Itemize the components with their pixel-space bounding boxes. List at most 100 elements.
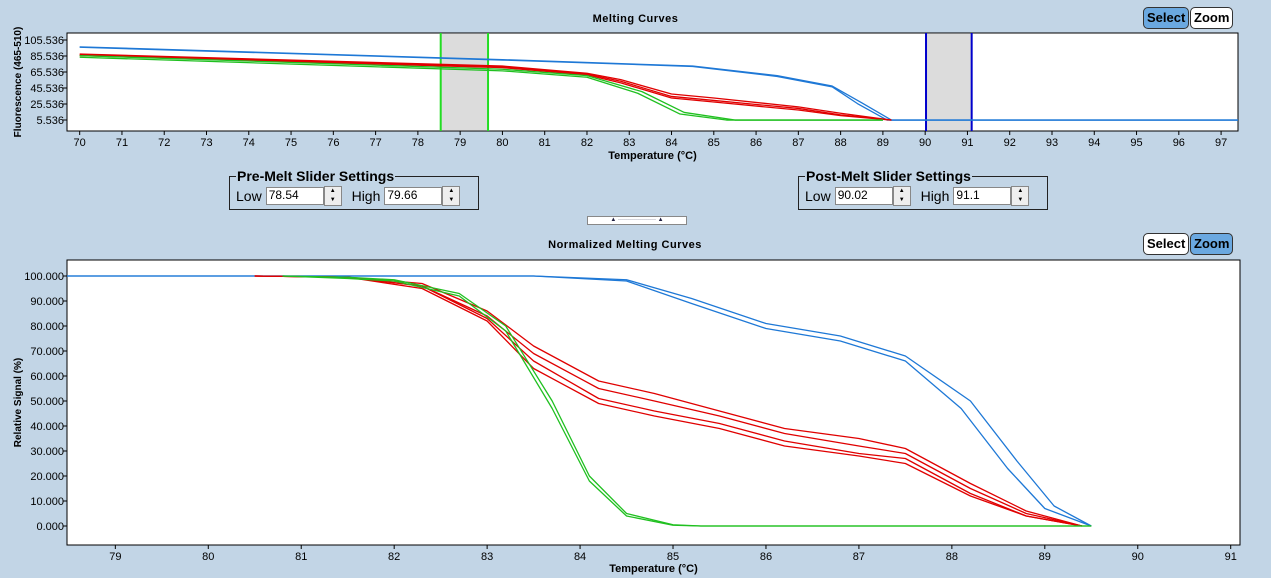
x-tick-label: 95 (1130, 137, 1142, 149)
pre-high-label: High (351, 188, 381, 204)
pre-high-input[interactable]: 79.66 (384, 187, 443, 205)
x-tick-label: 80 (496, 137, 508, 149)
pre-melt-settings: Pre-Melt Slider Settings Low 78.54 ▲ ▼ High… (229, 168, 479, 210)
post-high-spinner[interactable]: ▲ ▼ (1011, 186, 1030, 206)
y-tick-label: 0.000 (36, 521, 64, 533)
x-tick-label: 75 (285, 137, 297, 149)
x-tick-label: 77 (369, 137, 381, 149)
y-axis-label: Relative Signal (%) (13, 358, 24, 447)
x-tick-label: 90 (1132, 551, 1144, 563)
x-axis-label: Temperature (°C) (609, 563, 698, 575)
x-tick-label: 71 (116, 137, 128, 149)
x-tick-label: 87 (853, 551, 865, 563)
post-melt-settings: Post-Melt Slider Settings Low 90.02 ▲ ▼ Hig… (798, 168, 1048, 210)
x-tick-label: 85 (667, 551, 679, 563)
y-axis-label: Fluorescence (465-510) (13, 27, 24, 138)
x-tick-label: 76 (327, 137, 339, 149)
series-line-1 (79, 46, 1238, 121)
series-line-5 (254, 275, 1083, 527)
x-tick-label: 96 (1173, 137, 1185, 149)
x-tick-label: 83 (481, 551, 493, 563)
series-line-0 (67, 275, 1092, 527)
x-tick-label: 73 (200, 137, 212, 149)
x-tick-label: 88 (834, 137, 846, 149)
bottom-chart-title: Normalized Melting Curves (548, 239, 702, 251)
x-tick-label: 86 (750, 137, 762, 149)
x-tick-label: 79 (454, 137, 466, 149)
x-tick-label: 89 (877, 137, 889, 149)
x-axis-label: Temperature (°C) (608, 150, 697, 162)
y-tick-label: 100.000 (24, 271, 64, 283)
pre-low-input[interactable]: 78.54 (265, 187, 324, 205)
series-line-6 (79, 56, 883, 121)
post-melt-legend: Post-Melt Slider Settings (806, 168, 971, 184)
x-tick-label: 82 (581, 137, 593, 149)
plot-area (66, 259, 1241, 546)
post-melt-range (926, 34, 972, 130)
series-line-3 (79, 54, 892, 121)
y-tick-label: 10.000 (30, 496, 64, 508)
x-tick-label: 74 (243, 137, 255, 149)
pre-low-spinner[interactable]: ▲ ▼ (323, 186, 342, 206)
x-tick-label: 87 (792, 137, 804, 149)
y-tick-label: 5.536 (36, 115, 64, 127)
x-tick-label: 89 (1039, 551, 1051, 563)
x-tick-label: 97 (1215, 137, 1227, 149)
y-tick-label: 90.000 (30, 296, 64, 308)
series-line-1 (67, 275, 1092, 527)
splitter-handle[interactable]: ▲ ··················· ▲ (587, 216, 687, 225)
y-tick-label: 80.000 (30, 321, 64, 333)
series-line-4 (254, 275, 1083, 527)
post-low-input[interactable]: 90.02 (834, 187, 893, 205)
y-tick-label: 65.536 (30, 67, 64, 79)
series-line-7 (282, 275, 1092, 527)
x-tick-label: 84 (665, 137, 677, 149)
x-tick-label: 78 (412, 137, 424, 149)
plot-area (66, 32, 1239, 132)
top-select-button[interactable]: Select (1143, 7, 1190, 29)
y-tick-label: 105.536 (24, 35, 64, 47)
y-tick-label: 40.000 (30, 421, 64, 433)
x-tick-label: 79 (109, 551, 121, 563)
y-tick-label: 45.536 (30, 83, 64, 95)
post-high-label: High (920, 188, 950, 204)
pre-low-label: Low (236, 188, 262, 204)
y-tick-label: 30.000 (30, 446, 64, 458)
x-tick-label: 82 (388, 551, 400, 563)
series-line-4 (79, 54, 892, 121)
x-tick-label: 80 (202, 551, 214, 563)
x-tick-label: 83 (623, 137, 635, 149)
series-line-2 (79, 53, 892, 121)
x-tick-label: 91 (961, 137, 973, 149)
x-tick-label: 70 (74, 137, 86, 149)
y-tick-label: 70.000 (30, 346, 64, 358)
bottom-zoom-button[interactable]: Zoom (1190, 233, 1234, 255)
y-tick-label: 85.536 (30, 51, 64, 63)
x-tick-label: 88 (946, 551, 958, 563)
y-tick-label: 20.000 (30, 471, 64, 483)
post-low-label: Low (805, 188, 831, 204)
x-tick-label: 94 (1088, 137, 1100, 149)
melting-curves-chart[interactable]: 70 71 72 73 74 75 76 77 78 79 80 81 82 83 84 85 86 87 88 89… (0, 0, 1271, 165)
post-low-spinner[interactable]: ▲ ▼ (892, 186, 911, 206)
y-tick-label: 60.000 (30, 371, 64, 383)
x-tick-label: 93 (1046, 137, 1058, 149)
post-high-input[interactable]: 91.1 (953, 187, 1012, 205)
pre-melt-range (440, 34, 489, 130)
pre-high-spinner[interactable]: ▲ ▼ (442, 186, 461, 206)
y-tick-label: 25.536 (30, 99, 64, 111)
x-tick-label: 86 (760, 551, 772, 563)
pre-melt-legend: Pre-Melt Slider Settings (237, 168, 395, 184)
x-tick-label: 72 (158, 137, 170, 149)
x-tick-label: 85 (708, 137, 720, 149)
bottom-select-button[interactable]: Select (1143, 233, 1190, 255)
x-tick-label: 84 (574, 551, 586, 563)
top-zoom-button[interactable]: Zoom (1190, 7, 1234, 29)
x-tick-label: 81 (295, 551, 307, 563)
x-tick-label: 90 (919, 137, 931, 149)
top-chart-title: Melting Curves (592, 13, 679, 25)
y-tick-label: 50.000 (30, 396, 64, 408)
x-tick-label: 91 (1225, 551, 1237, 563)
x-tick-label: 81 (539, 137, 551, 149)
